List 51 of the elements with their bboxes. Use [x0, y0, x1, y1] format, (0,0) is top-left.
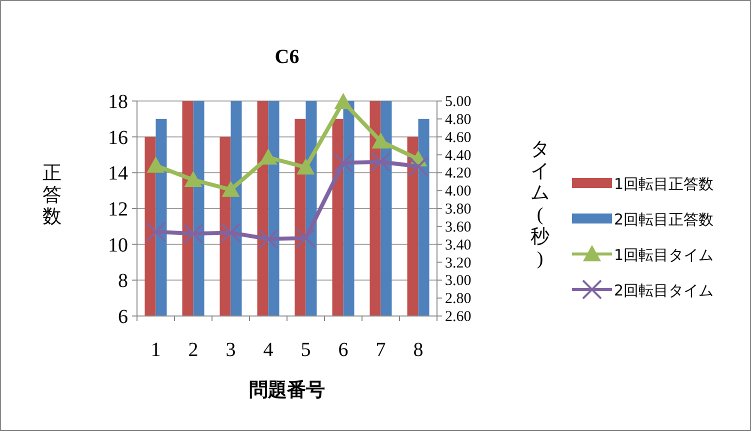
x-tick-label: 2 — [188, 339, 198, 361]
x-tick-label: 7 — [376, 339, 386, 361]
y-tick-label: 6 — [118, 306, 128, 328]
legend-label: 1回転目タイム — [614, 246, 714, 264]
x-tick-label: 3 — [226, 339, 236, 361]
y2-tick-label: 4.20 — [445, 166, 472, 182]
y2-tick-label: 4.80 — [445, 112, 472, 128]
y2-tick-label: 2.60 — [445, 309, 472, 325]
point — [146, 156, 165, 173]
y2-tick-label: 3.00 — [445, 273, 472, 290]
y2-tick-label: 3.20 — [445, 255, 472, 272]
y-tick-label: 16 — [108, 126, 128, 149]
point — [222, 180, 240, 197]
y2-tick-label: 3.40 — [445, 237, 472, 254]
y-tick-label: 8 — [118, 270, 128, 292]
y-axis-title: 正答数 — [42, 163, 62, 228]
point — [334, 92, 352, 110]
x-tick-label: 8 — [413, 339, 424, 361]
y2-tick-label: 4.60 — [445, 130, 472, 146]
y-tick-label: 12 — [108, 198, 128, 220]
y2-tick-label: 3.60 — [445, 219, 472, 236]
point — [296, 158, 315, 174]
legend-label: 2回転目タイム — [614, 282, 714, 300]
point — [408, 156, 428, 176]
y-tick-label: 10 — [108, 234, 128, 256]
y2-axis-title: タイム(秒) — [530, 139, 550, 270]
y-tick-label: 18 — [108, 91, 128, 113]
point — [183, 224, 204, 244]
y2-tick-label: 3.80 — [445, 202, 472, 218]
point — [184, 170, 202, 188]
x-tick-label: 1 — [150, 339, 161, 361]
y2-tick-label: 4.00 — [445, 184, 472, 200]
x-tick-label: 6 — [338, 339, 348, 361]
x-tick-label: 5 — [300, 339, 311, 361]
point — [296, 228, 316, 248]
point — [372, 132, 390, 149]
x-tick-label: 4 — [263, 339, 274, 361]
point — [259, 148, 278, 165]
point — [370, 152, 391, 172]
y2-tick-label: 2.80 — [445, 291, 472, 308]
legend-label: 1回転目正答数 — [614, 175, 714, 193]
y2-tick-label: 5.00 — [445, 94, 472, 110]
y2-tick-label: 4.40 — [445, 148, 472, 164]
legend-label: 2回転目正答数 — [614, 210, 714, 228]
point — [333, 152, 354, 173]
point — [258, 228, 278, 249]
point — [220, 222, 241, 243]
point — [146, 222, 166, 242]
x-axis-title: 問題番号 — [249, 379, 325, 401]
y-tick-label: 14 — [108, 162, 128, 185]
chart-title: C6 — [274, 46, 300, 68]
